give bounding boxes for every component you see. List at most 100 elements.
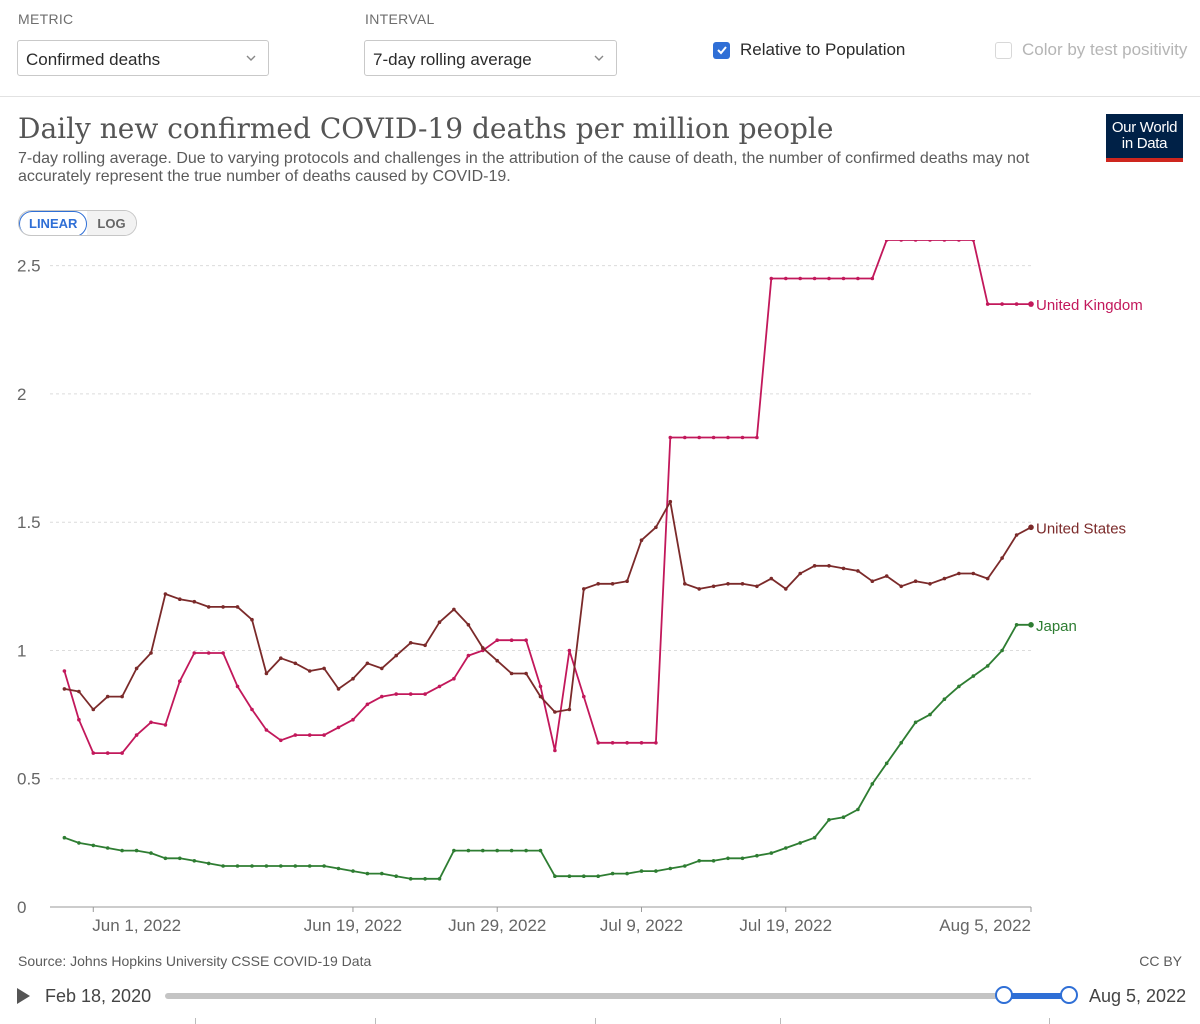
data-point-japan bbox=[380, 871, 384, 876]
data-point-japan bbox=[812, 835, 817, 840]
data-point-united-states bbox=[120, 694, 124, 699]
data-point-united-states bbox=[1014, 533, 1019, 537]
play-icon[interactable] bbox=[17, 988, 30, 1004]
data-point-united-kingdom bbox=[149, 720, 153, 725]
metric-select[interactable]: Confirmed deaths bbox=[17, 40, 269, 76]
data-point-united-states bbox=[942, 576, 947, 581]
y-tick-label: 0 bbox=[17, 898, 26, 917]
data-point-united-kingdom bbox=[668, 435, 673, 440]
data-point-japan bbox=[798, 841, 802, 845]
data-point-united-states bbox=[178, 597, 182, 601]
data-point-united-kingdom bbox=[610, 741, 615, 745]
end-point-united-kingdom bbox=[1028, 301, 1034, 307]
data-point-united-states bbox=[91, 707, 96, 712]
data-point-united-states bbox=[221, 605, 225, 609]
data-point-united-states bbox=[856, 569, 860, 573]
data-point-united-kingdom bbox=[235, 684, 240, 689]
data-point-united-states bbox=[841, 566, 846, 571]
y-tick-label: 2.5 bbox=[17, 257, 41, 276]
data-point-united-states bbox=[538, 694, 543, 699]
log-scale-button[interactable]: LOG bbox=[87, 211, 136, 235]
chevron-down-icon bbox=[594, 55, 604, 61]
data-point-united-states bbox=[365, 661, 370, 666]
data-point-japan bbox=[192, 859, 197, 863]
data-point-united-kingdom bbox=[1000, 302, 1004, 306]
data-point-japan bbox=[509, 848, 514, 853]
y-tick-label: 2 bbox=[17, 385, 26, 404]
data-point-united-kingdom bbox=[394, 692, 399, 696]
data-point-united-kingdom bbox=[322, 733, 326, 737]
relative-to-population-checkbox[interactable]: Relative to Population bbox=[713, 40, 905, 60]
data-point-united-states bbox=[625, 579, 629, 583]
data-point-united-states bbox=[596, 582, 600, 586]
data-point-united-kingdom bbox=[841, 276, 846, 281]
data-point-united-states bbox=[985, 576, 990, 581]
data-point-united-kingdom bbox=[798, 276, 802, 281]
data-point-japan bbox=[711, 859, 716, 863]
interval-select-value: 7-day rolling average bbox=[373, 50, 532, 69]
data-point-japan bbox=[120, 848, 124, 853]
our-world-in-data-logo[interactable]: Our World in Data bbox=[1106, 114, 1183, 162]
source-note[interactable]: Source: Johns Hopkins University CSSE CO… bbox=[18, 953, 372, 969]
data-point-japan bbox=[784, 846, 788, 850]
data-point-united-kingdom bbox=[899, 240, 903, 242]
data-point-united-kingdom bbox=[509, 638, 514, 642]
data-point-united-states bbox=[812, 564, 817, 568]
series-line-united-kingdom bbox=[63, 240, 1031, 754]
data-point-united-states bbox=[798, 571, 802, 576]
data-point-japan bbox=[423, 877, 427, 881]
data-point-japan bbox=[567, 874, 572, 878]
timeline-start-handle[interactable] bbox=[995, 986, 1013, 1004]
data-point-japan bbox=[437, 877, 442, 881]
series-label-japan: Japan bbox=[1036, 618, 1077, 635]
data-point-japan bbox=[351, 869, 355, 873]
data-point-japan bbox=[884, 761, 889, 766]
data-point-united-states bbox=[307, 669, 312, 673]
license-link[interactable]: CC BY bbox=[1139, 953, 1182, 969]
data-point-united-kingdom bbox=[928, 240, 932, 242]
data-point-united-states bbox=[437, 620, 442, 624]
data-point-united-states bbox=[971, 571, 976, 576]
data-point-united-states bbox=[380, 666, 384, 671]
timeline-track[interactable] bbox=[165, 993, 1070, 999]
interval-select[interactable]: 7-day rolling average bbox=[364, 40, 617, 76]
data-point-united-kingdom bbox=[957, 240, 961, 242]
timeline-end-handle[interactable] bbox=[1060, 986, 1078, 1004]
color-by-test-positivity-label: Color by test positivity bbox=[1022, 40, 1188, 59]
data-point-united-kingdom bbox=[178, 679, 182, 683]
data-point-united-kingdom bbox=[279, 738, 283, 743]
data-point-japan bbox=[178, 856, 182, 861]
data-point-japan bbox=[985, 664, 990, 668]
data-point-united-kingdom bbox=[365, 702, 370, 707]
data-point-united-states bbox=[394, 653, 399, 658]
timeline-start-label: Feb 18, 2020 bbox=[45, 986, 152, 1006]
data-point-japan bbox=[582, 874, 586, 878]
data-point-united-kingdom bbox=[134, 733, 139, 737]
data-point-japan bbox=[279, 864, 283, 868]
data-point-japan bbox=[394, 874, 399, 878]
data-point-united-states bbox=[279, 656, 283, 660]
timeline-ticks bbox=[195, 1018, 1050, 1024]
data-point-united-kingdom bbox=[985, 302, 990, 306]
data-point-united-kingdom bbox=[163, 723, 168, 727]
data-point-united-states bbox=[582, 587, 586, 591]
timeline-end-label: Aug 5, 2022 bbox=[1089, 986, 1187, 1006]
data-point-united-kingdom bbox=[639, 741, 644, 745]
data-point-japan bbox=[726, 856, 730, 861]
data-point-united-kingdom bbox=[784, 276, 788, 281]
data-point-japan bbox=[264, 864, 269, 868]
x-tick-label: Aug 5, 2022 bbox=[939, 916, 1031, 935]
data-point-japan bbox=[293, 864, 298, 868]
linear-scale-button[interactable]: LINEAR bbox=[19, 211, 88, 235]
data-point-united-kingdom bbox=[423, 692, 427, 696]
data-point-japan bbox=[654, 869, 658, 873]
data-point-united-states bbox=[524, 671, 528, 676]
data-point-united-states bbox=[827, 564, 831, 568]
end-point-united-states bbox=[1028, 524, 1034, 531]
data-point-united-states bbox=[913, 579, 918, 583]
data-point-united-states bbox=[293, 661, 298, 666]
data-point-united-kingdom bbox=[206, 651, 211, 655]
color-by-test-positivity-checkbox[interactable]: Color by test positivity bbox=[995, 40, 1187, 60]
data-point-united-kingdom bbox=[625, 741, 629, 745]
data-point-united-kingdom bbox=[812, 276, 817, 281]
